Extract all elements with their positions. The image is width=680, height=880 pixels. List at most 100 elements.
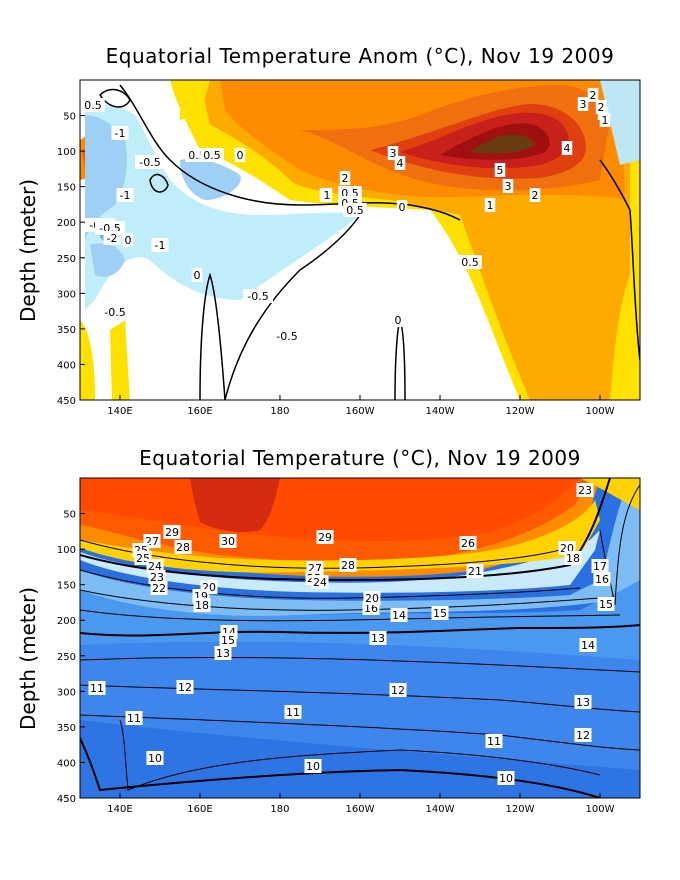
p2-contour-label-bg (466, 564, 484, 578)
p1-contour-label: 1 (324, 189, 331, 202)
p1-contour-label-bg (599, 113, 611, 127)
p2-contour-label: 13 (576, 696, 590, 709)
p2-y-tick-label: 400 (57, 758, 76, 769)
p1-x-tick-label: 160W (346, 406, 375, 417)
p2-contour-label-bg (497, 771, 515, 785)
p2-contour-label: 12 (576, 729, 590, 742)
p2-y-tick-label: 250 (57, 652, 76, 663)
p1-contour-label: 0 (237, 149, 244, 162)
anomaly-y-axis: 50 100 150 200 250 300 350 400 450 (57, 112, 85, 407)
p2-contour-label-bg (146, 559, 164, 573)
p2-contour-label: 11 (127, 712, 141, 725)
p1-contour-label: 3 (505, 180, 512, 193)
p1-contour-label-bg (339, 171, 351, 185)
p2-contour-label: 12 (178, 681, 192, 694)
p1-contour-label: -2 (107, 232, 118, 245)
p1-contour-label-bg (595, 100, 607, 114)
p2-contour-label-bg (574, 728, 592, 742)
p2-contour-label-bg (150, 581, 168, 595)
p1-contour-label-bg (272, 329, 302, 343)
p1-y-tick-label: 450 (57, 396, 76, 407)
anomaly-chart-svg: 140E 160E 180 160W 140W 120W 100W 501001502002… (57, 79, 641, 417)
p1-x-tick-label: 100W (586, 406, 615, 417)
p2-contour-label-bg (579, 638, 597, 652)
p1-contour-label-bg (111, 126, 129, 140)
p1-contour-label: -0.5 (276, 330, 297, 343)
p2-contour-label: 10 (148, 752, 162, 765)
p2-contour-label-bg (389, 683, 407, 697)
p2-contour-label-bg (125, 711, 143, 725)
p1-contour-label-bg (396, 200, 408, 214)
p2-contour-label: 22 (152, 582, 166, 595)
p2-contour-label: 16 (595, 573, 609, 586)
p2-contour-label: 29 (165, 526, 179, 539)
p2-x-tick-label: 160E (187, 804, 212, 815)
temperature-chart-svg: 140E 160E 180 160W 140W 120W 100W 50 100 150 200 2… (57, 477, 641, 815)
p2-y-tick-label: 150 (57, 581, 76, 592)
p1-contour-label-bg (243, 289, 273, 303)
p2-contour-label-bg (284, 705, 302, 719)
p1-contour-label: 0.5 (84, 99, 102, 112)
p1-y-tick-label: 250 (57, 254, 76, 265)
temperature-contour-labels: 2927282525242322302927252426282019181620… (88, 483, 615, 785)
p1-contour-label: -0.5 (139, 156, 160, 169)
p2-contour-label: 10 (306, 760, 320, 773)
p1-contour-label: 0 (125, 234, 132, 247)
p1-contour-label: 4 (397, 157, 404, 170)
p1-contour-label: 2 (342, 172, 349, 185)
p2-contour-label: 21 (468, 565, 482, 578)
p1-contour-label: 2 (598, 101, 605, 114)
p2-contour-label: 20 (365, 592, 379, 605)
anomaly-panel: Equatorial Temperature Anom (°C), Nov 19… (0, 0, 680, 430)
p2-contour-label: 24 (148, 560, 162, 573)
p2-contour-label: 24 (313, 576, 327, 589)
temperature-panel: Equatorial Temperature (°C), Nov 19 2009… (0, 430, 680, 880)
anomaly-contour-labels: 0.5-1-0.50.50.50-1-0.5-0.5-2-0.5-10-0.5-… (81, 88, 611, 343)
p2-contour-label-bg (574, 695, 592, 709)
p2-x-tick-label: 120W (505, 804, 534, 815)
p2-contour-label: 23 (150, 571, 164, 584)
p2-contour-label: 11 (90, 682, 104, 695)
p2-contour-label-bg (593, 572, 611, 586)
p1-contour-label: 0 (194, 269, 201, 282)
p1-contour-label-bg (529, 188, 541, 202)
p2-contour-label: 13 (216, 647, 230, 660)
p1-contour-label-bg (577, 97, 589, 111)
p1-contour-label-bg (494, 163, 506, 177)
p1-y-tick-label: 100 (57, 147, 76, 158)
p1-contour-label-bg (321, 188, 333, 202)
p2-contour-label-bg (304, 759, 322, 773)
p1-contour-label-bg (343, 203, 367, 217)
p2-y-tick-label: 300 (57, 687, 76, 698)
p2-contour-label-bg (193, 598, 211, 612)
p1-contour-label-bg (200, 148, 224, 162)
p2-contour-label: 23 (578, 484, 592, 497)
p1-contour-label: 3 (580, 98, 587, 111)
p2-contour-label: 15 (599, 598, 613, 611)
p1-contour-label: -0.5 (247, 290, 268, 303)
p2-contour-label-bg (214, 646, 232, 660)
p1-contour-label-bg (151, 238, 169, 252)
p1-contour-label: 0.5 (346, 204, 364, 217)
p2-contour-label: 28 (176, 541, 190, 554)
p2-y-tick-label: 450 (57, 794, 76, 805)
p1-contour-label-bg (234, 148, 246, 162)
p1-contour-label-bg (561, 141, 573, 155)
p2-x-tick-label: 140E (107, 804, 132, 815)
p2-contour-label-bg (363, 591, 381, 605)
p1-x-tick-label: 160E (187, 406, 212, 417)
p1-contour-label: 1 (602, 114, 609, 127)
p2-y-tick-label: 100 (57, 545, 76, 556)
p1-contour-label-bg (81, 98, 105, 112)
p1-y-tick-label: 400 (57, 360, 76, 371)
p2-contour-label: 15 (221, 634, 235, 647)
anomaly-x-axis: 140E 160E 180 160W 140W 120W 100W (107, 395, 615, 417)
p1-contour-label-bg (387, 146, 399, 160)
p1-x-tick-label: 140W (426, 406, 455, 417)
p2-contour-label-bg (485, 734, 503, 748)
p2-x-tick-label: 180 (270, 804, 289, 815)
p2-contour-label-bg (431, 606, 449, 620)
p1-contour-label-bg (502, 179, 514, 193)
p2-contour-label-bg (591, 559, 609, 573)
p2-contour-label: 11 (286, 706, 300, 719)
